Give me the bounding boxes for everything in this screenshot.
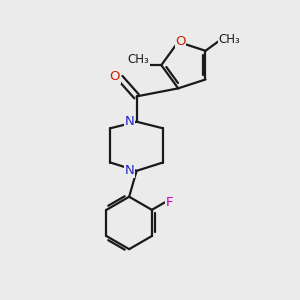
Text: N: N xyxy=(124,164,134,177)
Text: O: O xyxy=(175,35,186,48)
Text: CH₃: CH₃ xyxy=(128,53,149,66)
Text: CH₃: CH₃ xyxy=(218,33,240,46)
Text: O: O xyxy=(110,70,120,83)
Text: F: F xyxy=(166,196,173,209)
Text: N: N xyxy=(124,115,134,128)
